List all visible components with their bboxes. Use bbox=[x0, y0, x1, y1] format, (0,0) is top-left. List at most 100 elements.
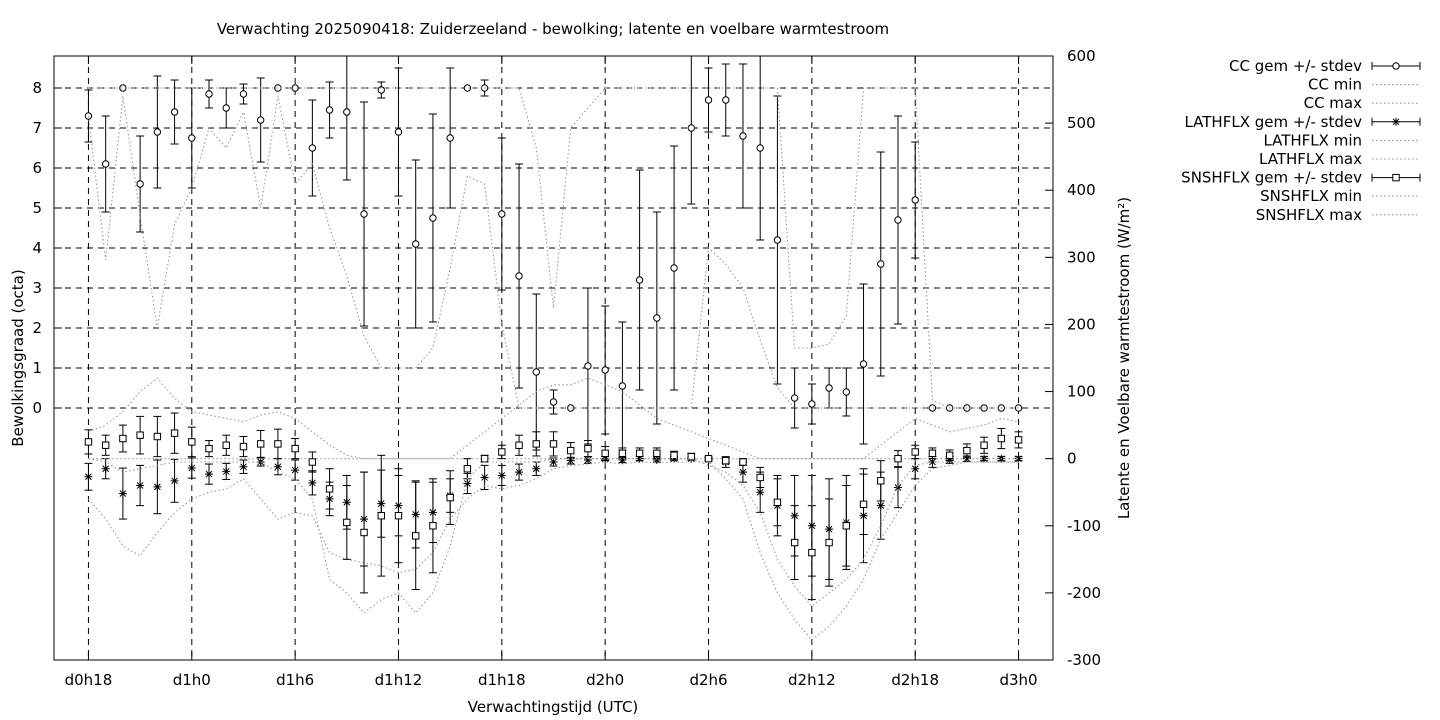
data-point bbox=[325, 485, 334, 493]
legend-label: SNSHFLX max bbox=[1256, 206, 1362, 224]
data-point bbox=[1014, 454, 1023, 463]
data-point bbox=[394, 512, 403, 520]
data-point bbox=[84, 472, 93, 481]
legend-label: SNSHFLX gem +/- stdev bbox=[1181, 169, 1362, 187]
y2-tick-label: 200 bbox=[1067, 315, 1096, 333]
data-point bbox=[601, 449, 609, 457]
data-point bbox=[911, 196, 919, 204]
data-point bbox=[498, 210, 506, 218]
data-point bbox=[360, 210, 368, 218]
data-point bbox=[273, 462, 282, 471]
data-point bbox=[670, 264, 678, 272]
data-point bbox=[222, 104, 230, 112]
data-point bbox=[308, 478, 317, 487]
data-point bbox=[911, 464, 920, 473]
data-point bbox=[463, 84, 472, 92]
series-layer bbox=[84, 56, 1023, 641]
data-point bbox=[308, 144, 317, 152]
data-point bbox=[567, 446, 575, 455]
data-point bbox=[515, 272, 523, 280]
y2-tick-label: 600 bbox=[1067, 47, 1096, 65]
data-point bbox=[136, 431, 144, 439]
data-point bbox=[601, 366, 609, 374]
legend-marker bbox=[1392, 62, 1400, 70]
data-point bbox=[842, 522, 851, 530]
data-point bbox=[756, 488, 765, 497]
data-point bbox=[412, 240, 420, 248]
data-point bbox=[239, 462, 248, 471]
data-point bbox=[377, 86, 385, 94]
data-point bbox=[205, 470, 214, 479]
data-point bbox=[343, 518, 351, 527]
data-point bbox=[980, 454, 989, 463]
series-4 bbox=[87, 461, 1019, 641]
y-tick-label: 7 bbox=[32, 119, 42, 137]
data-point bbox=[687, 452, 695, 461]
data-point bbox=[532, 368, 540, 376]
y-tick-label: 4 bbox=[32, 239, 42, 257]
chart-title: Verwachting 2025090418: Zuiderzeeland - … bbox=[217, 20, 889, 38]
data-point bbox=[101, 160, 110, 168]
series-line bbox=[88, 458, 1019, 614]
data-point bbox=[325, 106, 334, 114]
data-point bbox=[153, 482, 162, 491]
data-point bbox=[618, 456, 627, 465]
data-point bbox=[256, 440, 265, 448]
data-point bbox=[773, 498, 782, 506]
data-point bbox=[980, 441, 988, 449]
data-point bbox=[308, 458, 317, 466]
data-point bbox=[739, 458, 747, 466]
y2-tick-label: 100 bbox=[1067, 383, 1096, 401]
data-point bbox=[343, 108, 351, 116]
series-0 bbox=[84, 56, 1023, 451]
data-point bbox=[84, 438, 93, 446]
data-point bbox=[119, 84, 127, 92]
data-point bbox=[842, 388, 851, 396]
data-point bbox=[808, 400, 816, 408]
data-point bbox=[256, 116, 265, 124]
data-point bbox=[945, 451, 954, 460]
data-point bbox=[274, 440, 282, 448]
data-point bbox=[722, 96, 730, 104]
data-point bbox=[532, 464, 541, 473]
legend-marker bbox=[1392, 117, 1400, 126]
data-point bbox=[790, 394, 799, 402]
data-point bbox=[790, 538, 799, 547]
data-point bbox=[187, 464, 196, 473]
data-point bbox=[618, 449, 627, 457]
data-point bbox=[738, 468, 747, 477]
data-point bbox=[222, 441, 230, 449]
data-point bbox=[756, 473, 764, 482]
data-point bbox=[963, 446, 971, 455]
data-point bbox=[101, 441, 110, 449]
y-tick-label: 8 bbox=[32, 79, 42, 97]
series-2 bbox=[88, 87, 1019, 409]
data-point bbox=[928, 458, 937, 467]
y-tick-label: 3 bbox=[32, 279, 42, 297]
data-point bbox=[136, 180, 144, 188]
data-point bbox=[825, 384, 833, 392]
data-point bbox=[118, 489, 127, 498]
data-point bbox=[412, 532, 420, 540]
data-point bbox=[498, 448, 506, 456]
data-point bbox=[670, 451, 678, 460]
x-tick-label: d2h6 bbox=[689, 671, 727, 689]
legend-label: LATHFLX max bbox=[1259, 150, 1362, 168]
x-axis-label: Verwachtingstijd (UTC) bbox=[468, 698, 639, 716]
y-tick-label: 1 bbox=[32, 359, 42, 377]
data-point bbox=[877, 260, 885, 268]
data-point bbox=[877, 477, 885, 485]
data-point bbox=[291, 466, 300, 475]
data-point bbox=[429, 522, 437, 530]
y2-tick-label: -300 bbox=[1067, 651, 1101, 669]
y-axis-label: Bewolkingsgraad (octa) bbox=[9, 269, 27, 446]
data-point bbox=[567, 404, 575, 412]
legend-label: CC gem +/- stdev bbox=[1229, 57, 1362, 75]
data-point bbox=[170, 429, 179, 437]
data-point bbox=[618, 382, 627, 390]
data-point bbox=[101, 464, 110, 473]
data-point bbox=[756, 144, 764, 152]
x-tick-label: d1h0 bbox=[173, 671, 211, 689]
data-point bbox=[360, 528, 368, 537]
